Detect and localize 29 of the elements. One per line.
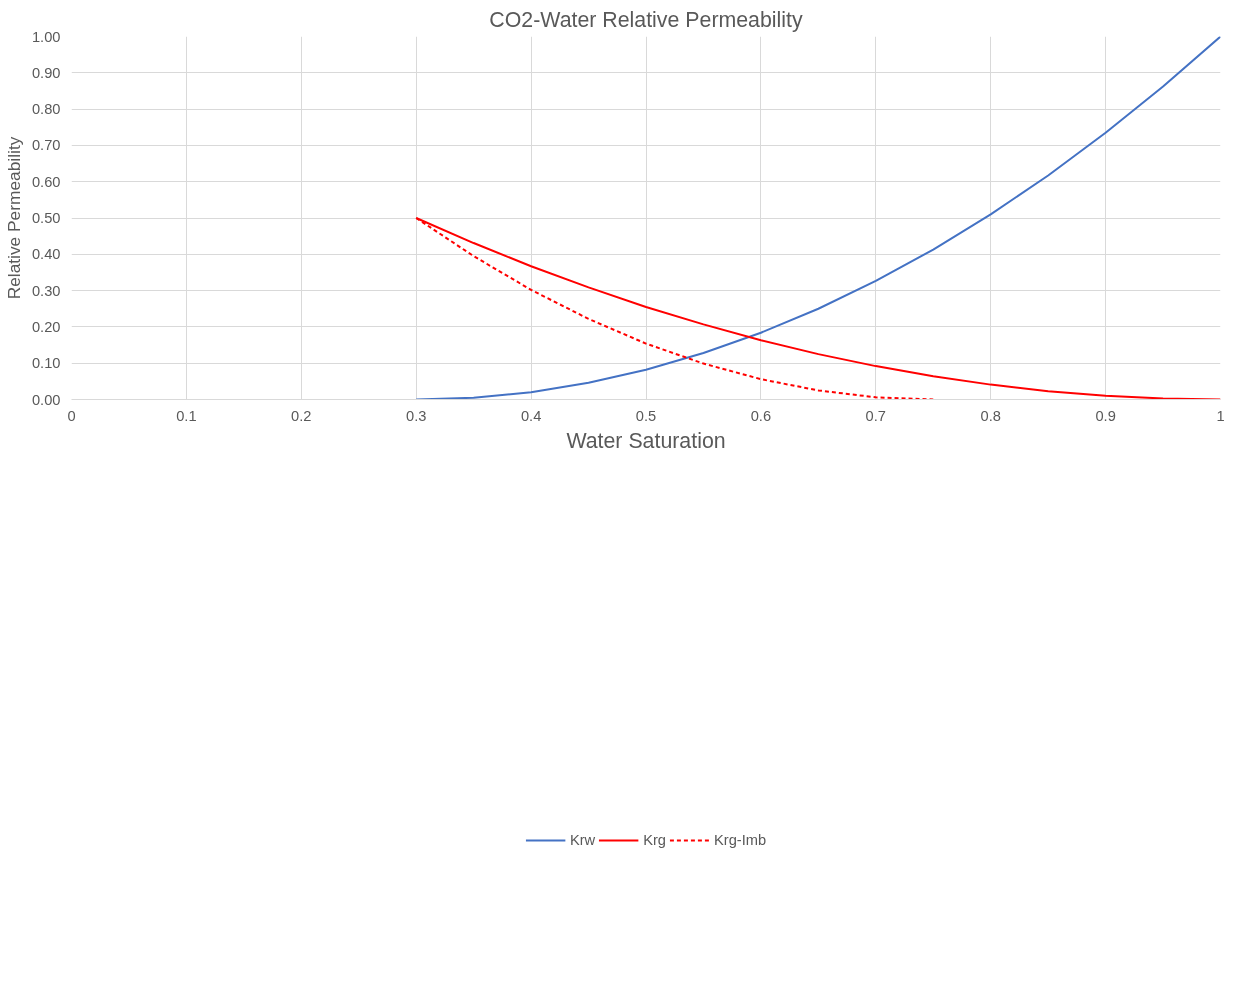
legend-label: Krg <box>643 832 666 848</box>
x-axis-title: Water Saturation <box>566 428 726 453</box>
x-tick-label: 0.5 <box>635 407 657 424</box>
line-series <box>415 36 1221 400</box>
x-tick-label: 0.1 <box>176 407 197 424</box>
y-axis-title: Relative Permeability <box>3 136 24 300</box>
y-tick-label: 0.50 <box>31 210 61 226</box>
y-tick-label: 0.30 <box>31 282 61 299</box>
legend-label: Krw <box>569 832 596 848</box>
y-tick-label: 0.80 <box>31 101 61 118</box>
y-tick-label: 0.70 <box>31 137 61 154</box>
y-tick-label: 0.00 <box>31 391 61 408</box>
y-tick-label: 0.90 <box>31 64 61 81</box>
y-tick-label: 0.60 <box>31 173 61 190</box>
x-tick-label: 0.9 <box>1095 407 1116 424</box>
x-tick-label: 0 <box>67 407 76 424</box>
y-tick-label: 1.00 <box>31 28 61 45</box>
y-tick-label: 0.40 <box>31 246 61 263</box>
x-tick-label: 0.8 <box>980 407 1001 424</box>
legend-label: Krg-Imb <box>713 832 767 848</box>
x-tick-label: 0.6 <box>750 407 772 424</box>
x-tick-label: 0.7 <box>865 407 886 424</box>
y-tick-label: 0.20 <box>31 318 61 335</box>
x-tick-label: 0.3 <box>406 407 427 424</box>
x-tick-label: 0.2 <box>291 407 312 424</box>
x-tick-label: 1 <box>1216 407 1225 424</box>
y-tick-label: 0.10 <box>31 355 61 372</box>
x-tick-label: 0.4 <box>520 407 542 424</box>
chart-title: CO2-Water Relative Permeability <box>489 7 803 32</box>
